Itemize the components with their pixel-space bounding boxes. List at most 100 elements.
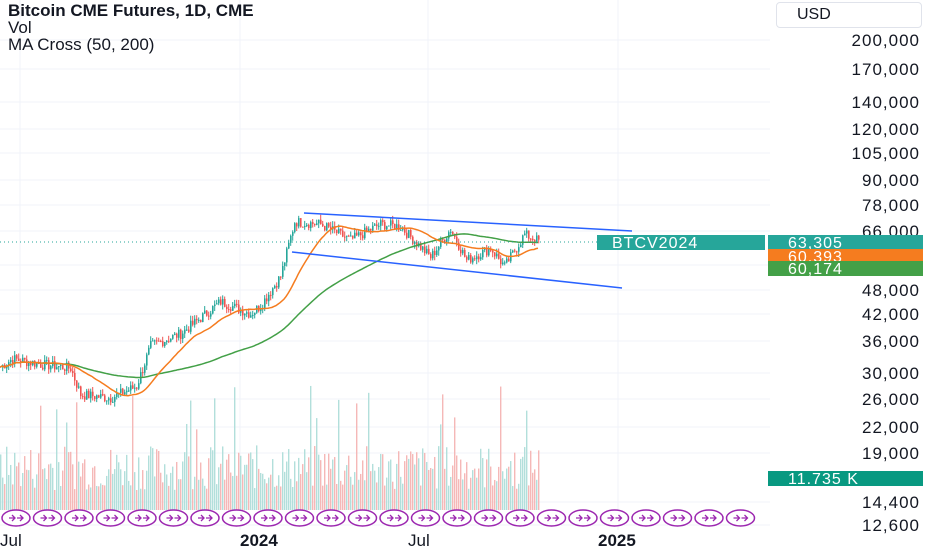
- candle-body: [114, 397, 116, 402]
- volume-bar: [288, 449, 290, 510]
- volume-bar: [324, 454, 326, 510]
- volume-bar: [348, 455, 350, 510]
- candle-body: [528, 230, 530, 239]
- volume-bar: [260, 472, 262, 510]
- volume-bar: [320, 460, 322, 510]
- event-marker-icon: [379, 509, 409, 527]
- volume-bar: [192, 489, 194, 510]
- candle-body: [394, 224, 396, 230]
- channel-upper-line: [303, 212, 633, 232]
- candle-body: [486, 247, 488, 256]
- candle-body: [142, 372, 144, 374]
- volume-bar: [182, 461, 184, 510]
- volume-bar: [236, 475, 238, 510]
- volume-bar: [214, 398, 216, 510]
- event-marker-icon: [505, 509, 535, 527]
- candle-body: [384, 222, 386, 230]
- volume-bar: [208, 458, 210, 510]
- candle-body: [60, 365, 62, 367]
- volume-bar: [532, 472, 534, 510]
- volume-bar: [186, 423, 188, 510]
- candle-body: [78, 386, 80, 388]
- volume-bar: [54, 489, 56, 510]
- event-arrow-icon: [135, 514, 150, 522]
- candle-body: [204, 310, 206, 314]
- volume-bar: [110, 449, 112, 510]
- event-arrow-icon: [229, 514, 245, 522]
- candle-body: [438, 246, 440, 251]
- candle-body: [122, 388, 124, 395]
- candle-body: [300, 218, 302, 227]
- candle-body: [106, 400, 108, 402]
- x-tick-label: 2024: [240, 531, 278, 550]
- candle-body: [230, 309, 232, 311]
- event-marker-icon: [221, 509, 252, 527]
- volume-bar: [376, 482, 378, 510]
- candle-body: [446, 238, 448, 243]
- candle-body: [110, 398, 112, 403]
- volume-bar: [294, 461, 296, 510]
- volume-bar: [154, 476, 156, 510]
- volume-bar: [250, 452, 252, 510]
- volume-bar: [76, 402, 78, 510]
- candle-body: [16, 355, 18, 359]
- candle-body: [442, 239, 444, 241]
- volume-bar: [188, 456, 190, 510]
- volume-bar: [398, 451, 400, 510]
- candle-body: [266, 298, 268, 302]
- volume-bar: [106, 475, 108, 510]
- candle-body: [292, 231, 294, 236]
- volume-bar: [142, 470, 144, 510]
- event-marker-icon: [568, 509, 598, 527]
- volume-bar: [100, 483, 102, 510]
- candle-body: [458, 242, 460, 250]
- y-tick-label: 105,000: [852, 144, 920, 163]
- volume-bar: [466, 462, 468, 510]
- candle-body: [338, 228, 340, 233]
- candle-body: [96, 395, 98, 399]
- volume-bar: [252, 459, 254, 510]
- y-tick-label: 14,400: [862, 493, 920, 512]
- candle-body: [252, 315, 254, 317]
- volume-bar: [210, 447, 212, 510]
- volume-bar: [378, 467, 380, 510]
- legend-volume: Vol: [8, 18, 32, 37]
- volume-bar: [308, 457, 310, 510]
- volume-bar: [32, 478, 34, 510]
- candle-body: [120, 388, 122, 393]
- volume-bar: [432, 468, 434, 510]
- y-tick-label: 36,000: [862, 332, 920, 351]
- candle-body: [364, 227, 366, 239]
- volume-bar: [170, 472, 172, 510]
- candle-body: [406, 232, 408, 238]
- candle-body: [278, 276, 280, 288]
- currency-selector[interactable]: USD: [776, 2, 922, 28]
- candle-body: [420, 243, 422, 250]
- volume-bar: [340, 480, 342, 510]
- volume-bar: [268, 477, 270, 510]
- candle-body: [208, 315, 210, 317]
- volume-bar: [392, 481, 394, 510]
- volume-bar: [468, 488, 470, 510]
- volume-bar: [380, 453, 382, 510]
- volume-bar: [256, 445, 258, 510]
- volume-bar: [476, 477, 478, 510]
- volume-bar: [352, 484, 354, 510]
- volume-bar: [48, 464, 50, 510]
- volume-bar: [38, 453, 40, 510]
- candle-body: [370, 228, 372, 231]
- volume-bar: [362, 460, 364, 510]
- candle-body: [348, 235, 350, 237]
- candle-body: [346, 235, 348, 237]
- volume-bar: [358, 479, 360, 510]
- volume-bar: [104, 485, 106, 510]
- candle-body: [286, 248, 288, 263]
- event-marker-icon: [32, 509, 63, 527]
- candle-body: [104, 395, 106, 402]
- volume-bar: [114, 469, 116, 510]
- candle-body: [222, 299, 224, 305]
- candle-body: [86, 390, 88, 400]
- volume-bar: [360, 473, 362, 510]
- volume-bar: [200, 462, 202, 510]
